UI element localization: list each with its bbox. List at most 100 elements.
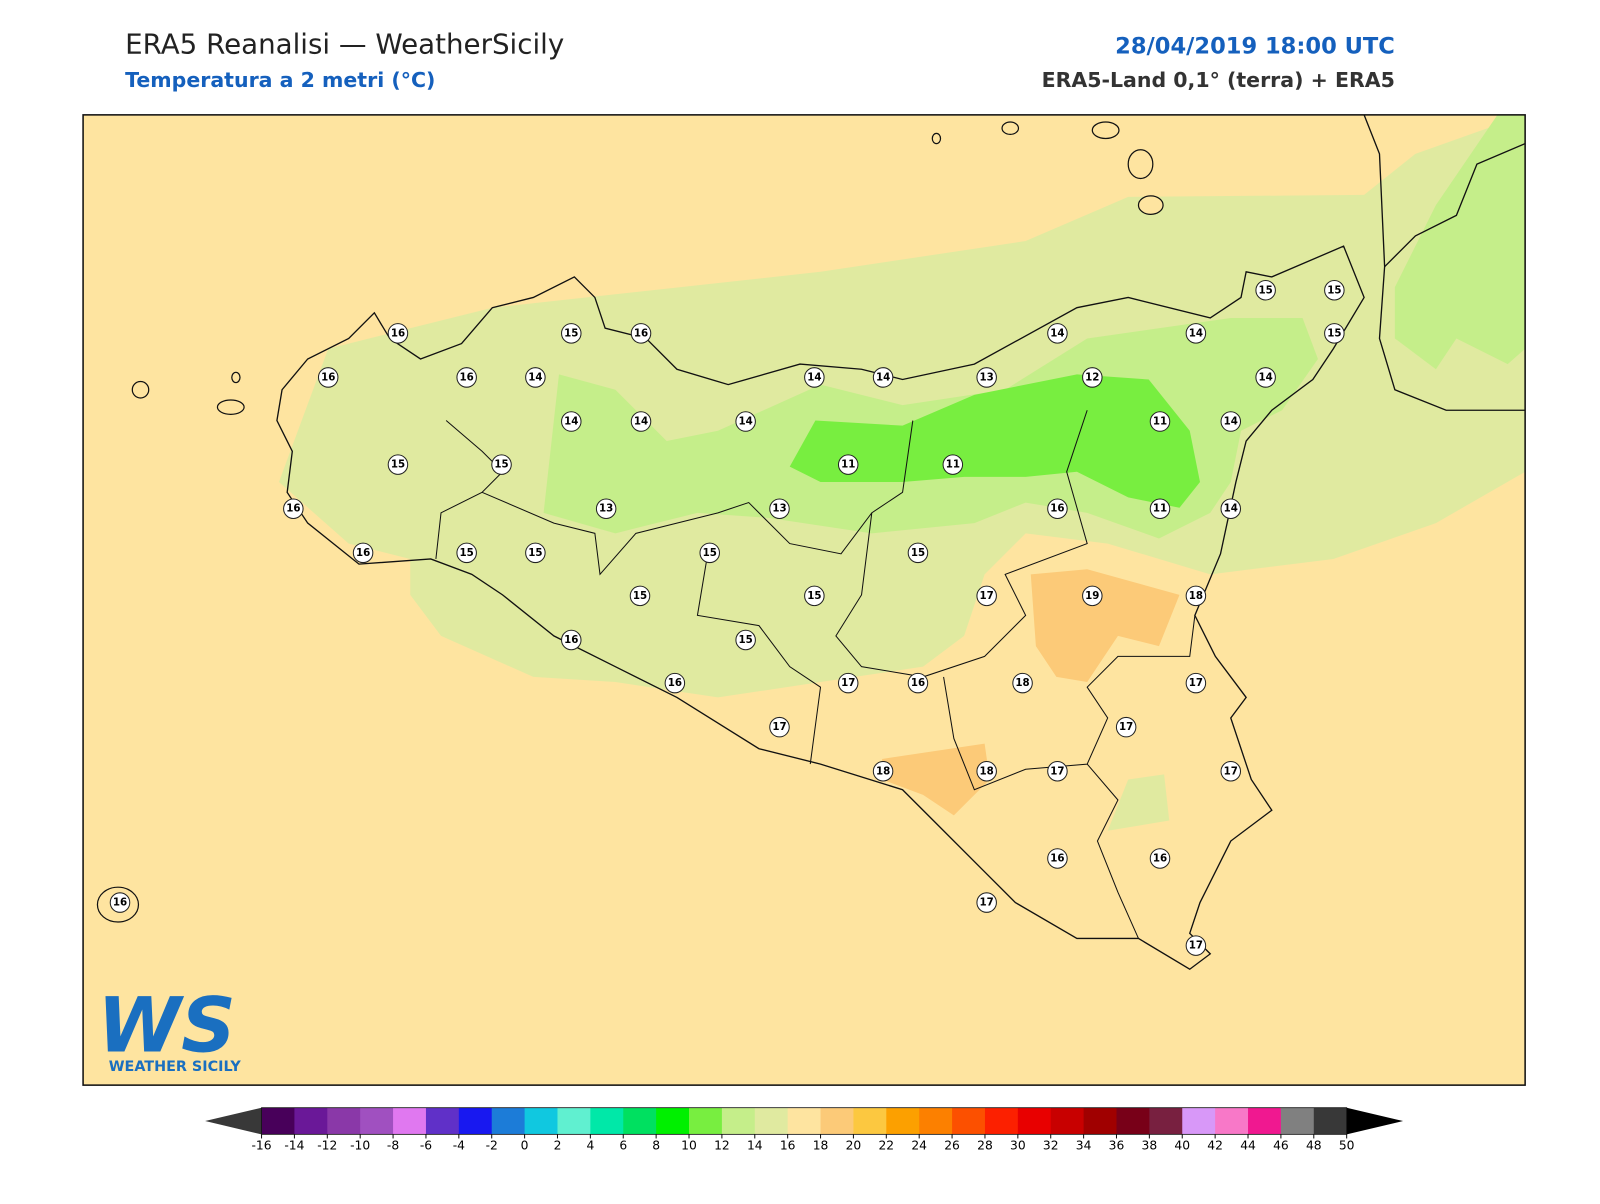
colorbar-bin [557, 1107, 591, 1135]
station: 14 [1047, 323, 1068, 344]
colorbar-tick-label: -14 [284, 1138, 304, 1152]
station-marker [976, 892, 997, 913]
station: 13 [976, 367, 997, 388]
station-marker [525, 367, 546, 388]
station-marker [837, 672, 859, 694]
station: 17 [1220, 761, 1242, 782]
station-value: 16 [1050, 503, 1064, 515]
station: 14 [1220, 498, 1242, 519]
station-value: 15 [739, 634, 753, 646]
station-value: 16 [911, 677, 925, 689]
colorbar: -16 -14 -12 -10 -8 -6 -4 -2 0 2 4 6 8 10 12 14 16 18 20 22 2… [205, 1107, 1404, 1152]
station-marker [387, 323, 409, 344]
station-marker [561, 411, 582, 432]
colorbar-bin [360, 1107, 394, 1135]
colorbar-tick-label: 18 [813, 1138, 829, 1152]
station-marker [1149, 498, 1171, 519]
colorbar-bin [393, 1107, 427, 1135]
station-value: 17 [1119, 721, 1133, 733]
station-value: 16 [634, 327, 648, 339]
station-value: 11 [841, 459, 855, 471]
station: 18 [1185, 585, 1207, 607]
station: 15 [629, 585, 651, 607]
station: 16 [561, 629, 582, 651]
colorbar-bin [261, 1107, 295, 1135]
station-marker [1185, 672, 1207, 694]
colorbar-tick-label: 44 [1240, 1138, 1256, 1152]
colorbar-tick-label: 26 [944, 1138, 960, 1152]
station-value: 14 [876, 371, 890, 383]
station: 18 [976, 761, 997, 782]
station-marker [1185, 935, 1207, 956]
station-value: 11 [946, 459, 960, 471]
station-value: 16 [668, 677, 682, 689]
station-marker [976, 367, 997, 388]
station: 16 [109, 892, 131, 913]
station-marker [907, 542, 929, 564]
field-14-16 [1107, 774, 1170, 831]
station-marker [456, 367, 477, 388]
colorbar-tick-label: 32 [1043, 1138, 1059, 1152]
station-marker [907, 672, 929, 694]
station-value: 17 [841, 677, 855, 689]
colorbar-tick-label: 0 [521, 1138, 529, 1152]
station-marker [1047, 848, 1068, 869]
border [943, 615, 1196, 791]
colorbar-tick-label: -8 [387, 1138, 399, 1152]
station-value: 15 [633, 590, 647, 602]
colorbar-tick-label: 38 [1142, 1138, 1158, 1152]
station-value: 14 [634, 416, 648, 428]
station-marker [387, 454, 409, 475]
colorbar-bin [1017, 1107, 1052, 1135]
colorbar-tick-label: -10 [350, 1138, 370, 1152]
station-value: 14 [1259, 371, 1273, 383]
colorbar-bin [721, 1107, 756, 1135]
station-value: 13 [772, 503, 786, 515]
station-value: 18 [876, 765, 890, 777]
border [696, 553, 822, 765]
station-marker [561, 323, 582, 344]
station-marker [595, 498, 617, 519]
colorbar-tick-label: 20 [846, 1138, 862, 1152]
colorbar-bin [984, 1107, 1019, 1135]
station: 14 [1185, 323, 1207, 344]
station-marker [561, 629, 582, 651]
station: 14 [735, 411, 756, 432]
coastline-calabria [1363, 114, 1526, 411]
colorbar-tick-label: 50 [1339, 1138, 1355, 1152]
colorbar-tick-label: 6 [619, 1138, 627, 1152]
station: 16 [387, 323, 409, 344]
station-marker [1220, 498, 1242, 519]
station-value: 17 [1189, 940, 1203, 952]
station-value: 14 [739, 416, 753, 428]
station-marker [837, 454, 859, 475]
station: 16 [664, 672, 686, 694]
station: 13 [595, 498, 617, 519]
island [1091, 121, 1120, 140]
station-value: 15 [564, 327, 578, 339]
station-marker [630, 323, 652, 344]
island [1001, 121, 1020, 135]
station-value: 16 [356, 547, 370, 559]
station-marker [976, 585, 997, 607]
station-value: 15 [391, 459, 405, 471]
station: 16 [1149, 848, 1171, 869]
station: 14 [1255, 367, 1276, 388]
station: 16 [1047, 848, 1068, 869]
station-marker [1149, 411, 1171, 432]
station-value: 14 [807, 371, 821, 383]
colorbar-tick-label: 28 [977, 1138, 993, 1152]
station-marker [1047, 498, 1068, 519]
colorbar-tick-label: 16 [780, 1138, 796, 1152]
colorbar-tick-label: 40 [1174, 1138, 1190, 1152]
colorbar-bin [294, 1107, 328, 1135]
station-marker [1082, 585, 1103, 607]
station-marker [699, 542, 720, 564]
station-value: 17 [980, 897, 994, 909]
colorbar-bin [787, 1107, 822, 1135]
colorbar-bin [1083, 1107, 1118, 1135]
colorbar-bin [952, 1107, 986, 1135]
station: 15 [491, 454, 512, 475]
station-value: 19 [1085, 590, 1099, 602]
